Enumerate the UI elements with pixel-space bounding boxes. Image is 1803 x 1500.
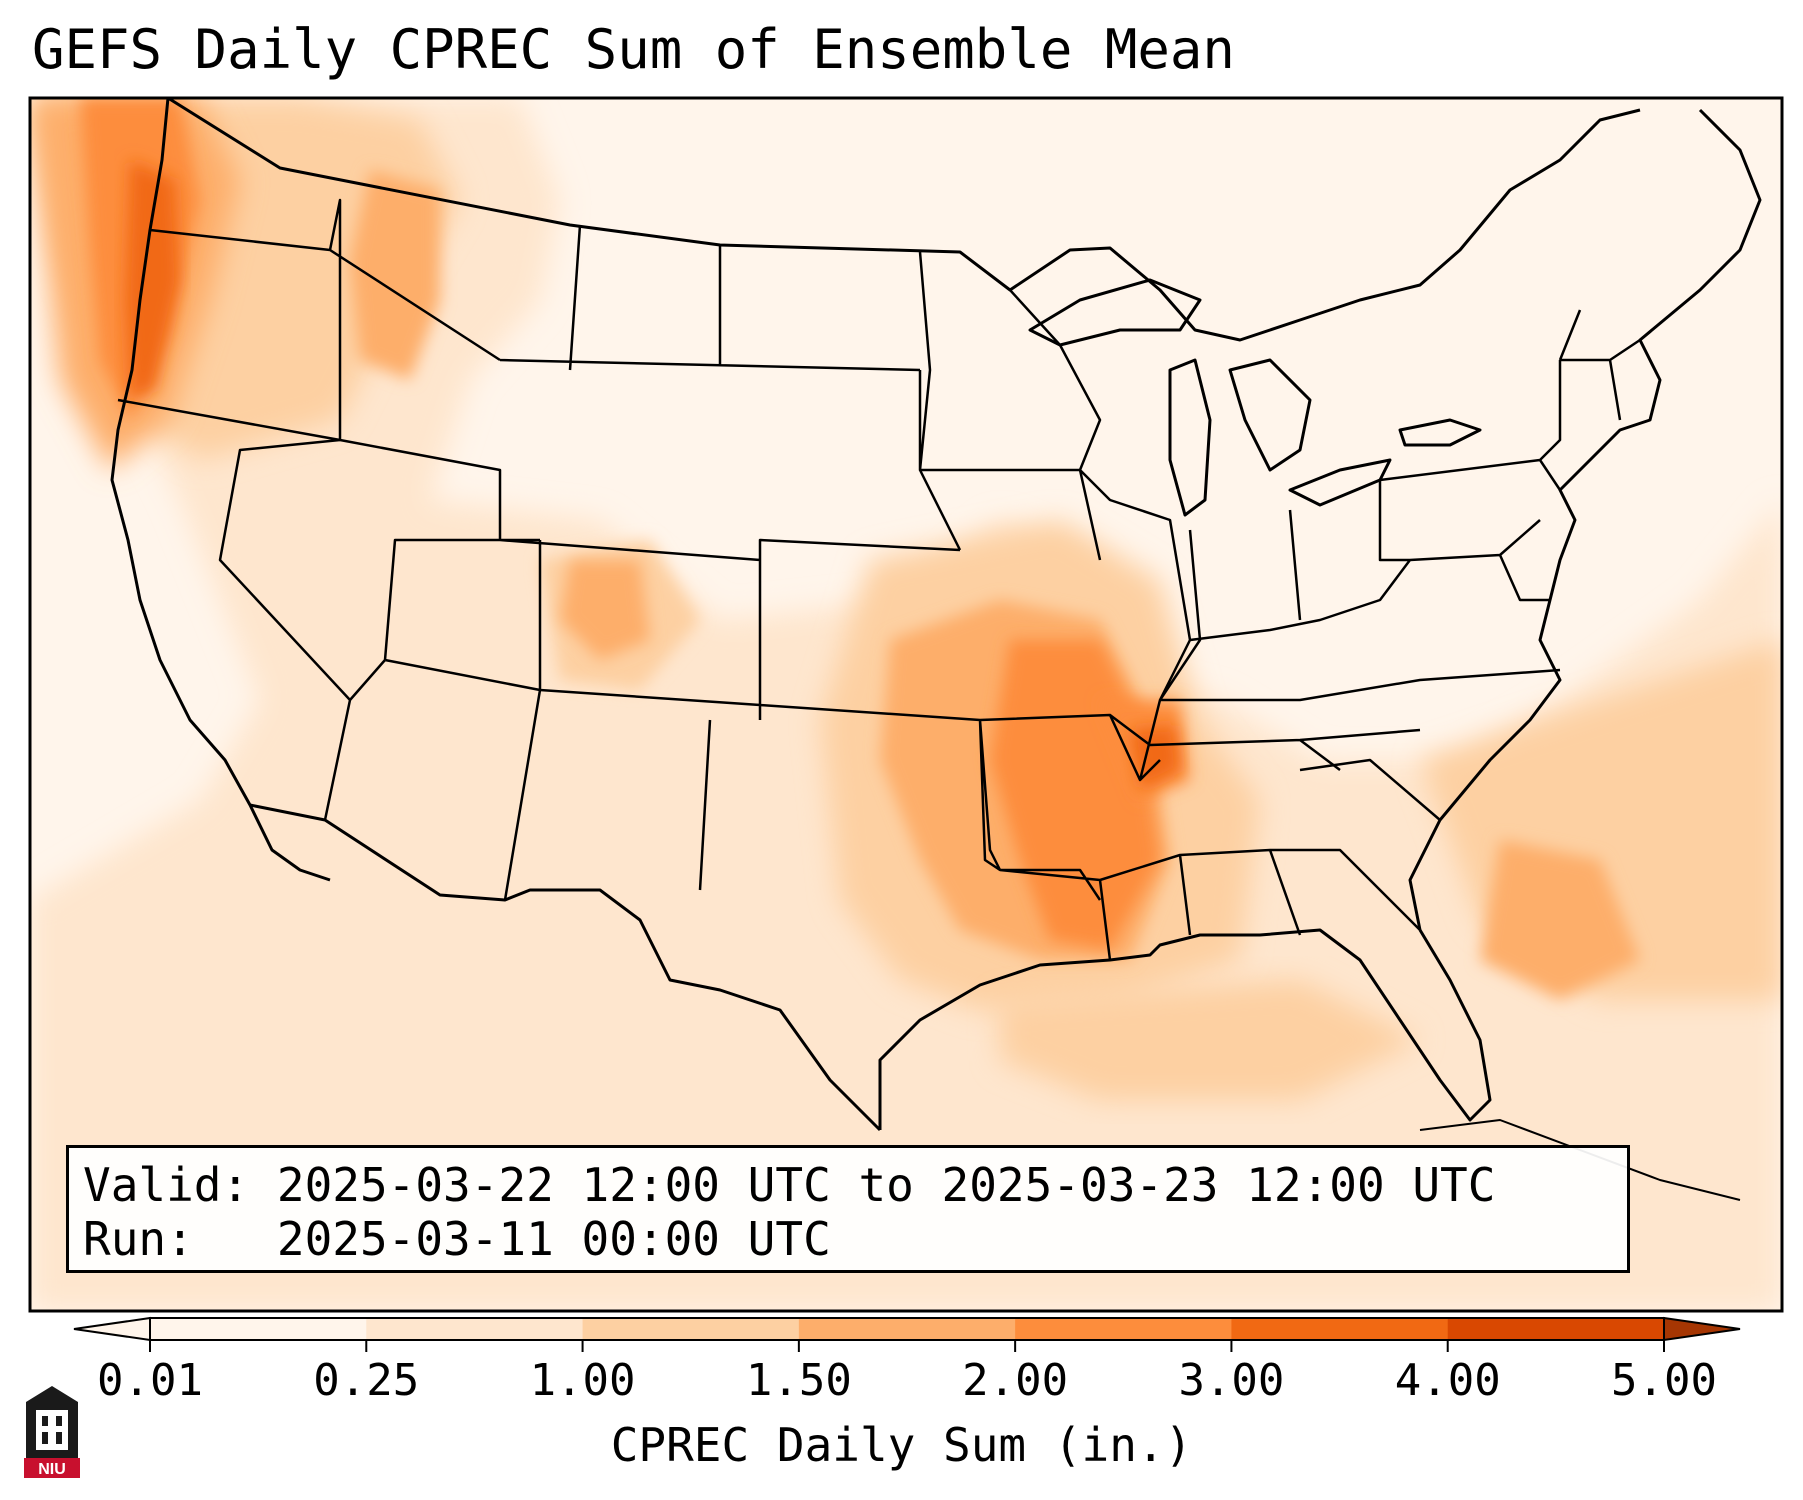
colorbar-tick-label: 2.00 [962, 1355, 1069, 1406]
colorbar-outline [149, 1317, 1665, 1341]
colorbar-segment [798, 1318, 1016, 1340]
niu-tower-icon: NIU [24, 1386, 80, 1478]
colorbar-tick-label: 1.00 [529, 1355, 636, 1406]
pacific-coastline [110, 98, 331, 882]
lake-ontario [1398, 418, 1482, 447]
lake-superior [1028, 278, 1202, 347]
run-label: Run: [83, 1212, 250, 1266]
logo-text: NIU [38, 1461, 66, 1478]
colorbar-tick-label: 0.01 [97, 1355, 203, 1406]
lake-erie [1288, 458, 1392, 507]
colorbar-tick-label: 3.00 [1178, 1355, 1285, 1406]
precip-area-10 [1480, 840, 1640, 1000]
colorbar-segment [1015, 1318, 1232, 1340]
colorbar-extend-high [1663, 1316, 1741, 1342]
run-line: Run: 2025-03-11 00:00 UTC [83, 1212, 1613, 1266]
colorbar-tick-label: 0.25 [313, 1355, 420, 1406]
colorbar-tick-label: 1.50 [745, 1355, 852, 1406]
colorbar-tick-label: 5.00 [1611, 1355, 1717, 1406]
state-lines [117, 198, 1641, 961]
colorbar-title: CPREC Daily Sum (in.) [610, 1418, 1193, 1472]
run-value: 2025-03-11 00:00 UTC [276, 1212, 831, 1266]
colorbar-segment [1231, 1318, 1449, 1340]
valid-line: Valid: 2025-03-22 12:00 UTC to 2025-03-2… [83, 1158, 1613, 1212]
precip-area-15 [125, 160, 180, 400]
precip-area-5 [1000, 980, 1420, 1100]
colorbar [73, 1316, 1741, 1352]
valid-label: Valid: [83, 1158, 250, 1212]
info-box: Valid: 2025-03-22 12:00 UTC to 2025-03-2… [66, 1145, 1630, 1273]
gulf-coastline [878, 928, 1492, 1130]
colorbar-segment [150, 1318, 367, 1340]
colorbar-segment [366, 1318, 584, 1340]
lake-michigan [1168, 358, 1212, 517]
map-frame [28, 96, 1784, 1313]
precip-area-8 [350, 170, 440, 380]
colorbar-tick-label: 4.00 [1394, 1355, 1501, 1406]
colorbar-segment [582, 1318, 800, 1340]
precip-area-11 [560, 560, 650, 660]
lake-huron [1228, 358, 1312, 472]
valid-value: 2025-03-22 12:00 UTC to 2025-03-23 12:00… [276, 1158, 1496, 1212]
mexico-border [249, 803, 882, 1132]
precip-shading [30, 98, 1782, 1311]
boundaries [110, 98, 1762, 1201]
colorbar-extend-low [73, 1316, 151, 1342]
colorbar-segment [1447, 1318, 1665, 1340]
map-title: GEFS Daily CPREC Sum of Ensemble Mean [32, 18, 1235, 81]
